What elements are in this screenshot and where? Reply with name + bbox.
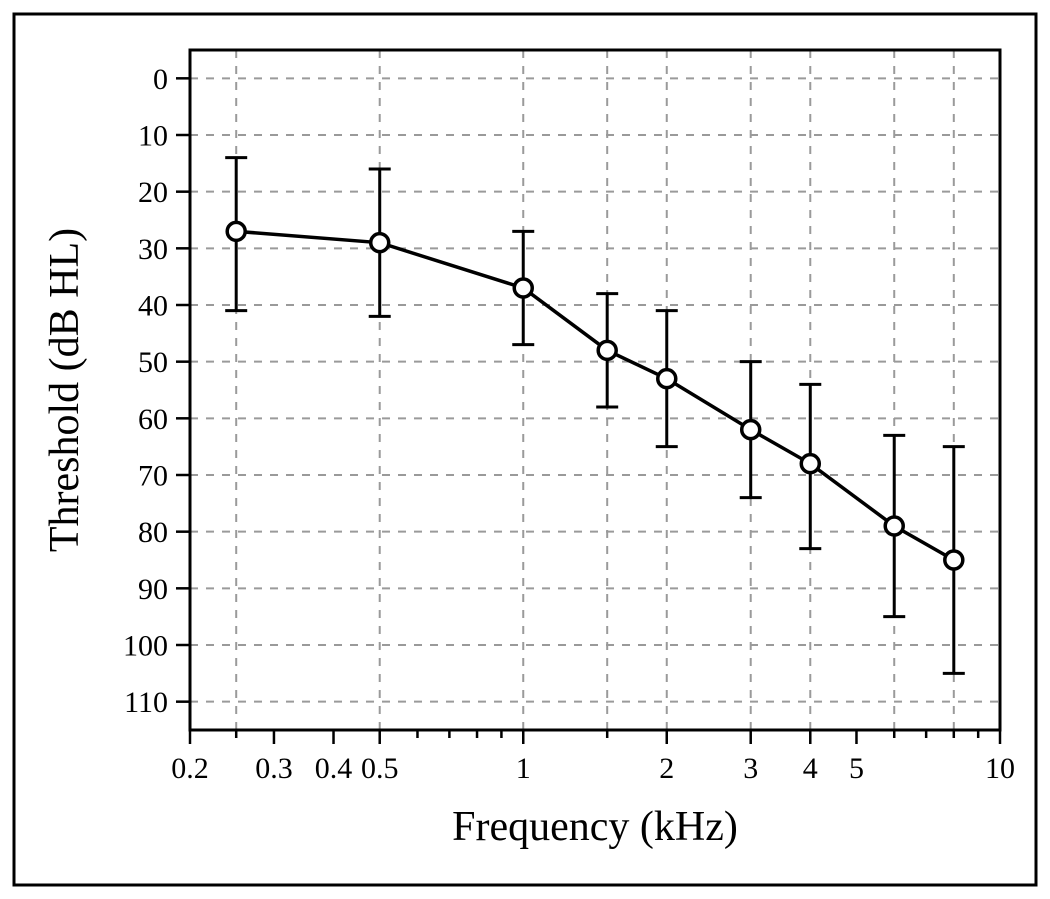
data-marker: [514, 279, 532, 297]
y-tick-label: 80: [138, 516, 168, 549]
y-tick-label: 60: [138, 403, 168, 436]
data-marker: [885, 517, 903, 535]
x-tick-label: 10: [985, 752, 1015, 785]
y-tick-label: 20: [138, 176, 168, 209]
x-tick-label: 2: [659, 752, 674, 785]
x-tick-label: 0.2: [171, 752, 209, 785]
y-tick-label: 110: [124, 686, 168, 719]
y-tick-label: 30: [138, 233, 168, 266]
data-marker: [658, 370, 676, 388]
y-tick-label: 10: [138, 120, 168, 153]
data-marker: [598, 341, 616, 359]
y-tick-label: 70: [138, 460, 168, 493]
x-tick-label: 3: [743, 752, 758, 785]
y-tick-label: 0: [153, 63, 168, 96]
y-tick-label: 90: [138, 573, 168, 606]
y-tick-label: 40: [138, 290, 168, 323]
y-tick-label: 100: [123, 630, 168, 663]
x-tick-label: 4: [803, 752, 818, 785]
x-tick-label: 0.3: [255, 752, 293, 785]
data-marker: [945, 551, 963, 569]
x-tick-label: 0.5: [361, 752, 399, 785]
x-tick-label: 5: [849, 752, 864, 785]
x-axis-label: Frequency (kHz): [452, 804, 738, 850]
data-marker: [801, 455, 819, 473]
audiogram-chart: 0.20.30.40.51234510010203040506070809010…: [0, 0, 1050, 899]
x-tick-label: 0.4: [315, 752, 353, 785]
x-tick-label: 1: [516, 752, 531, 785]
data-marker: [227, 222, 245, 240]
y-tick-label: 50: [138, 346, 168, 379]
data-marker: [371, 234, 389, 252]
data-marker: [742, 421, 760, 439]
y-axis-label: Threshold (dB HL): [42, 228, 88, 552]
